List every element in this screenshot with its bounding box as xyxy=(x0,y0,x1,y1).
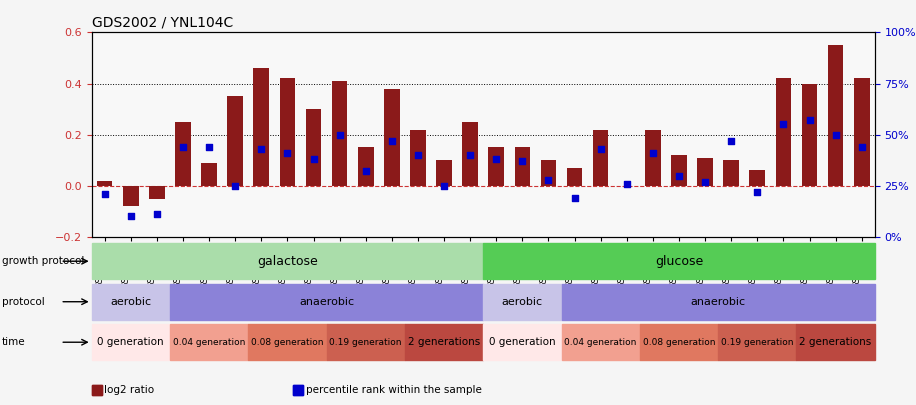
Bar xyxy=(149,186,165,198)
Bar xyxy=(828,45,844,186)
Bar xyxy=(92,324,170,360)
Bar xyxy=(293,385,303,395)
Bar xyxy=(248,324,326,360)
Text: galactose: galactose xyxy=(257,255,318,268)
Text: glucose: glucose xyxy=(655,255,703,268)
Text: anaerobic: anaerobic xyxy=(299,297,354,307)
Bar xyxy=(645,130,660,186)
Point xyxy=(202,144,216,150)
Text: 0 generation: 0 generation xyxy=(97,337,164,347)
Bar xyxy=(123,186,138,206)
Text: 0 generation: 0 generation xyxy=(489,337,556,347)
Text: GDS2002 / YNL104C: GDS2002 / YNL104C xyxy=(92,16,233,30)
Bar xyxy=(254,68,269,186)
Bar xyxy=(718,324,796,360)
Point xyxy=(437,183,452,189)
Bar xyxy=(671,155,687,186)
Bar xyxy=(384,89,399,186)
Bar xyxy=(515,147,530,186)
Point xyxy=(802,117,817,124)
Text: log2 ratio: log2 ratio xyxy=(104,385,155,394)
Bar xyxy=(405,324,484,360)
Text: aerobic: aerobic xyxy=(110,297,151,307)
Bar xyxy=(175,122,191,186)
Bar xyxy=(92,243,484,279)
Point xyxy=(671,173,686,179)
Bar xyxy=(202,163,217,186)
Text: 0.08 generation: 0.08 generation xyxy=(643,338,715,347)
Point xyxy=(333,131,347,138)
Point xyxy=(619,181,634,187)
Bar xyxy=(227,96,243,186)
Point xyxy=(646,150,660,156)
Text: 0.19 generation: 0.19 generation xyxy=(721,338,793,347)
Bar xyxy=(749,171,765,186)
Bar xyxy=(484,243,875,279)
Point xyxy=(254,146,268,152)
Point xyxy=(594,146,608,152)
Bar xyxy=(854,79,869,186)
Point xyxy=(463,152,477,158)
Text: percentile rank within the sample: percentile rank within the sample xyxy=(306,385,482,394)
Bar xyxy=(639,324,718,360)
Text: time: time xyxy=(2,337,26,347)
Bar xyxy=(567,168,583,186)
Bar xyxy=(484,284,562,320)
Point xyxy=(358,168,373,175)
Point xyxy=(306,156,321,162)
Point xyxy=(541,177,556,183)
Point xyxy=(828,131,843,138)
Bar xyxy=(593,130,608,186)
Bar xyxy=(306,109,322,186)
Point xyxy=(228,183,243,189)
Bar xyxy=(540,160,556,186)
Bar xyxy=(326,324,405,360)
Point xyxy=(124,213,138,220)
Bar xyxy=(170,284,484,320)
Point xyxy=(176,144,191,150)
Bar xyxy=(279,79,295,186)
Point xyxy=(149,211,164,217)
Point xyxy=(515,158,529,164)
Bar xyxy=(332,81,347,186)
Point xyxy=(489,156,504,162)
Text: 0.19 generation: 0.19 generation xyxy=(330,338,402,347)
Text: 2 generations: 2 generations xyxy=(800,337,872,347)
Bar xyxy=(724,160,739,186)
Bar xyxy=(92,284,170,320)
Text: 0.04 generation: 0.04 generation xyxy=(173,338,245,347)
Point xyxy=(567,195,582,201)
Bar xyxy=(484,324,562,360)
Point xyxy=(410,152,425,158)
Text: 2 generations: 2 generations xyxy=(408,337,480,347)
Bar xyxy=(802,83,817,186)
Bar xyxy=(170,324,248,360)
Point xyxy=(750,189,765,195)
Point xyxy=(385,138,399,144)
Bar xyxy=(488,147,504,186)
Text: 0.04 generation: 0.04 generation xyxy=(564,338,637,347)
Text: 0.08 generation: 0.08 generation xyxy=(251,338,323,347)
Text: anaerobic: anaerobic xyxy=(691,297,746,307)
Bar xyxy=(562,324,639,360)
Text: aerobic: aerobic xyxy=(502,297,543,307)
Point xyxy=(724,138,738,144)
Point xyxy=(97,191,112,197)
Bar xyxy=(410,130,426,186)
Point xyxy=(280,150,295,156)
Text: protocol: protocol xyxy=(2,297,45,307)
Bar xyxy=(97,181,113,186)
Bar xyxy=(92,385,102,395)
Bar xyxy=(562,284,875,320)
Text: growth protocol: growth protocol xyxy=(2,256,84,266)
Bar xyxy=(436,160,452,186)
Bar xyxy=(358,147,374,186)
Point xyxy=(855,144,869,150)
Bar xyxy=(776,79,791,186)
Bar xyxy=(463,122,478,186)
Bar xyxy=(697,158,713,186)
Point xyxy=(776,121,791,128)
Bar xyxy=(796,324,875,360)
Point xyxy=(698,179,713,185)
